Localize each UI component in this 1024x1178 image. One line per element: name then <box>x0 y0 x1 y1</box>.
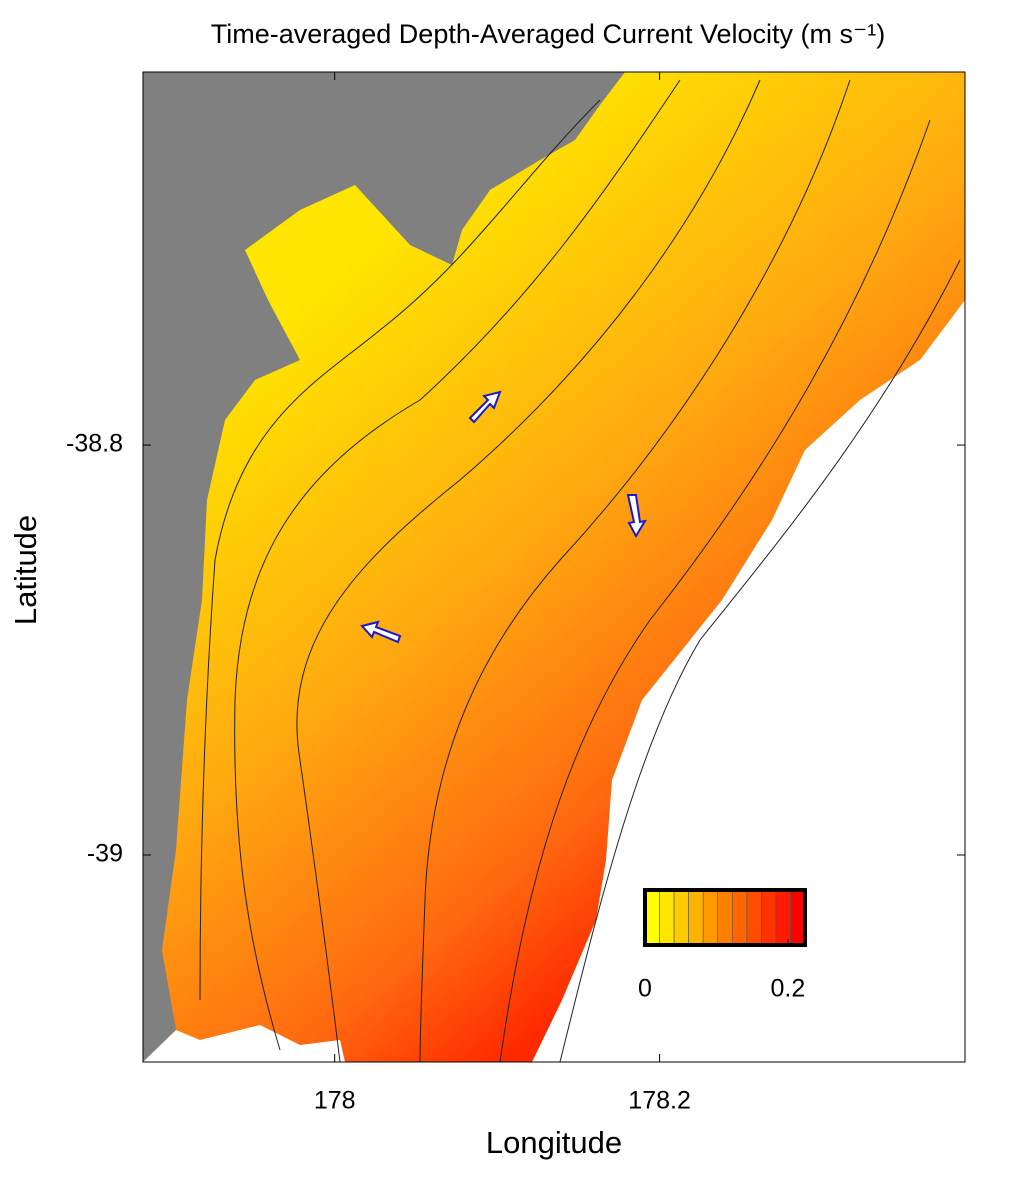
outside-domain <box>143 1025 345 1062</box>
x-tick-label: 178.2 <box>628 1087 691 1115</box>
colorbar-cell <box>644 889 660 946</box>
x-tick-label: 178 <box>314 1087 356 1115</box>
colorbar-cell <box>702 889 719 946</box>
colorbar-tick-label: 0 <box>638 975 652 1003</box>
plot-frame <box>142 71 966 1063</box>
colorbar-tick-label: 0.2 <box>770 975 805 1003</box>
colorbar-cell <box>775 889 791 946</box>
colorbar-cell <box>717 889 733 946</box>
contours <box>199 79 961 1062</box>
colorbar-cell <box>673 889 689 946</box>
y-tick-label: -38.8 <box>66 430 123 458</box>
map-area <box>143 72 965 1062</box>
colorbar-cell <box>746 889 762 946</box>
outside-domain <box>532 300 965 1062</box>
colorbar-cell <box>761 889 777 946</box>
colorbar-cell <box>659 889 675 946</box>
colorbar-cell <box>688 889 704 946</box>
colorbar-cell <box>790 889 806 946</box>
y-axis-label: Latitude <box>8 515 43 625</box>
colorbar-cell <box>731 889 748 946</box>
y-tick-label: -39 <box>87 840 123 868</box>
land <box>143 72 625 1062</box>
colorbar-frame <box>643 888 807 947</box>
x-axis-label: Longitude <box>486 1125 622 1160</box>
reference-arrows <box>360 390 648 644</box>
chart-title: Time-averaged Depth-Averaged Current Vel… <box>211 19 886 49</box>
